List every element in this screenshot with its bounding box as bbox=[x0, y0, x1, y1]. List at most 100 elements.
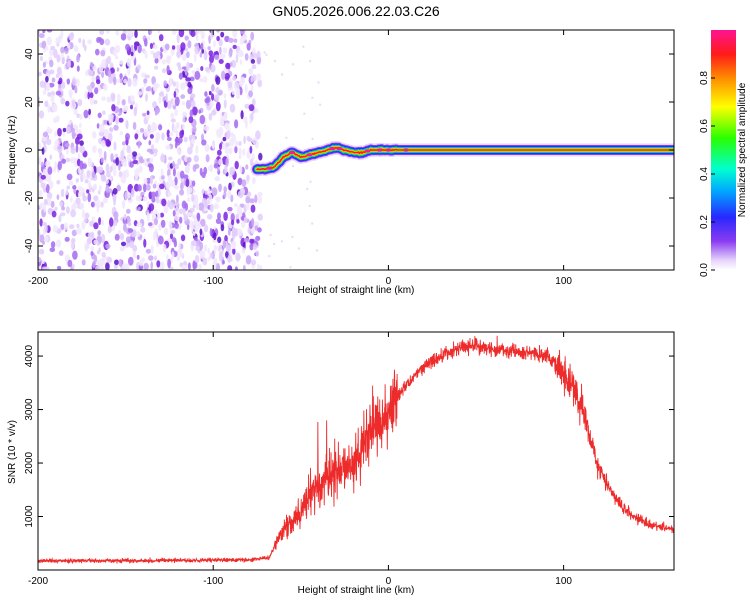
noise-speckle bbox=[49, 69, 55, 74]
noise-speckle bbox=[120, 233, 124, 240]
noise-speckle bbox=[230, 104, 236, 113]
noise-speckle bbox=[111, 104, 115, 111]
noise-speckle bbox=[168, 157, 172, 161]
noise-speckle bbox=[232, 134, 236, 142]
noise-speckle bbox=[52, 104, 58, 113]
noise-speckle bbox=[104, 151, 107, 161]
noise-speckle bbox=[119, 73, 122, 79]
noise-speckle bbox=[127, 78, 131, 87]
noise-speckle bbox=[195, 246, 200, 252]
noise-speckle bbox=[200, 66, 203, 71]
noise-speckle bbox=[168, 55, 172, 60]
noise-speckle bbox=[41, 175, 46, 180]
noise-speckle bbox=[192, 126, 196, 132]
noise-speckle bbox=[229, 48, 232, 57]
noise-speckle bbox=[113, 188, 118, 195]
noise-speckle bbox=[147, 149, 152, 153]
noise-speckle bbox=[186, 178, 190, 187]
noise-speckle bbox=[213, 203, 219, 209]
noise-speckle bbox=[226, 130, 231, 139]
noise-speckle bbox=[245, 53, 249, 61]
noise-speckle bbox=[57, 67, 62, 75]
colorbar: 0.00.20.40.60.8 Normalized spectral ampl… bbox=[699, 30, 748, 277]
noise-speckle bbox=[256, 73, 261, 81]
noise-speckle bbox=[66, 158, 71, 162]
noise-speckle bbox=[160, 154, 165, 162]
noise-speckle bbox=[221, 224, 225, 231]
noise-speckle bbox=[204, 91, 207, 97]
noise-speckle bbox=[214, 258, 218, 264]
noise-speckle bbox=[247, 136, 251, 141]
noise-speckle bbox=[306, 188, 308, 190]
noise-speckle bbox=[60, 30, 63, 39]
y-tick-label: -40 bbox=[24, 238, 35, 253]
noise-speckle bbox=[234, 203, 238, 207]
ridge-hotspot bbox=[336, 147, 342, 150]
noise-speckle bbox=[52, 211, 57, 218]
noise-speckle bbox=[245, 164, 248, 169]
noise-speckle bbox=[281, 73, 283, 75]
noise-speckle bbox=[105, 139, 109, 147]
noise-speckle bbox=[211, 84, 215, 92]
noise-speckle bbox=[172, 161, 175, 168]
noise-speckle bbox=[220, 32, 224, 38]
noise-speckle bbox=[72, 100, 75, 107]
noise-speckle bbox=[69, 181, 74, 186]
noise-speckle bbox=[199, 78, 203, 82]
noise-speckle bbox=[182, 118, 186, 123]
noise-speckle bbox=[158, 236, 164, 245]
noise-speckle bbox=[289, 266, 291, 268]
noise-speckle bbox=[103, 84, 108, 91]
noise-speckle bbox=[177, 158, 181, 165]
noise-speckle bbox=[177, 149, 180, 155]
noise-speckle bbox=[173, 168, 176, 177]
noise-speckle bbox=[126, 236, 131, 243]
noise-speckle bbox=[87, 39, 92, 44]
colorbar-tick-label: 0.4 bbox=[699, 167, 710, 181]
noise-speckle bbox=[252, 64, 257, 69]
noise-speckle bbox=[190, 109, 193, 117]
noise-speckle bbox=[88, 232, 93, 237]
noise-speckle bbox=[50, 248, 56, 253]
x-tick-label: -200 bbox=[28, 576, 48, 587]
noise-speckle bbox=[72, 264, 75, 269]
noise-speckle bbox=[240, 51, 244, 57]
noise-speckle bbox=[192, 135, 196, 144]
noise-speckle bbox=[60, 201, 63, 206]
noise-speckle bbox=[292, 165, 294, 167]
noise-speckle bbox=[231, 220, 234, 226]
noise-speckle bbox=[45, 46, 49, 50]
noise-speckle bbox=[91, 76, 95, 82]
heatmap-panel: -200 -100 0 100-40-2002040 Height of straig… bbox=[7, 25, 674, 296]
noise-speckle bbox=[169, 223, 172, 231]
noise-speckle bbox=[197, 213, 200, 222]
noise-speckle bbox=[246, 255, 252, 264]
noise-speckle bbox=[221, 71, 225, 80]
noise-speckle bbox=[101, 157, 104, 162]
noise-speckle bbox=[66, 126, 71, 134]
noise-speckle bbox=[97, 250, 100, 254]
noise-speckle bbox=[242, 179, 247, 187]
noise-speckle bbox=[217, 237, 221, 244]
noise-speckle bbox=[167, 259, 171, 268]
noise-speckle bbox=[176, 51, 181, 58]
noise-speckle bbox=[63, 128, 67, 132]
noise-speckle bbox=[303, 113, 305, 115]
noise-speckle bbox=[117, 79, 120, 84]
noise-speckle bbox=[149, 203, 155, 211]
noise-speckle bbox=[162, 59, 167, 64]
noise-speckle bbox=[223, 47, 228, 53]
noise-speckle bbox=[131, 95, 135, 102]
noise-speckle bbox=[255, 236, 260, 241]
noise-speckle bbox=[46, 83, 50, 92]
ridge-hotspot bbox=[307, 153, 313, 156]
colorbar-label: Normalized spectral amplitude bbox=[737, 82, 748, 217]
noise-speckle bbox=[192, 214, 196, 219]
y-tick-label: 1000 bbox=[24, 505, 35, 528]
noise-speckle bbox=[145, 93, 148, 102]
noise-speckle bbox=[94, 100, 98, 104]
noise-speckle bbox=[239, 155, 242, 159]
noise-speckle bbox=[59, 78, 63, 85]
noise-speckle bbox=[88, 70, 93, 77]
noise-speckle bbox=[93, 195, 98, 201]
